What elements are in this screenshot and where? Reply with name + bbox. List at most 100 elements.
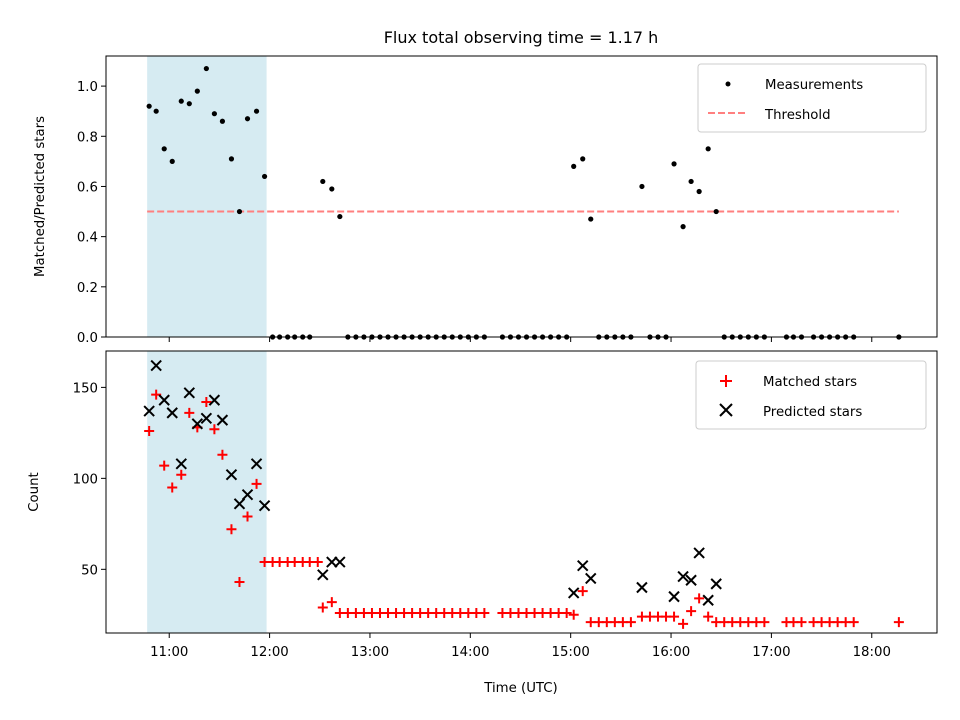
y-tick-label: 0.8 bbox=[77, 130, 98, 145]
matched-star-marker bbox=[226, 524, 237, 535]
measurement-point bbox=[705, 146, 711, 152]
predicted-star-marker bbox=[685, 574, 697, 586]
measurement-point bbox=[571, 163, 577, 169]
matched-star-marker bbox=[176, 469, 187, 480]
measurement-point bbox=[639, 183, 645, 190]
bottom-x-axis-ticks: 11:00 12:00 13:00 14:00 15:00 16:00 17:00 18:00 bbox=[150, 633, 891, 660]
measurement-point bbox=[320, 178, 326, 185]
x-tick-label: 14:00 bbox=[451, 645, 489, 660]
matched-star-marker bbox=[669, 611, 680, 622]
x-tick-label: 12:00 bbox=[250, 645, 288, 660]
measurement-point bbox=[178, 98, 184, 104]
matched-star-marker bbox=[694, 593, 705, 604]
measurement-point bbox=[219, 118, 226, 124]
matched-star-marker bbox=[568, 609, 579, 620]
matched-star-marker bbox=[759, 617, 770, 628]
top-legend-box bbox=[697, 63, 927, 133]
matched-star-marker bbox=[312, 557, 323, 568]
predicted-star-marker bbox=[710, 578, 722, 590]
measurement-point bbox=[153, 108, 159, 114]
x-tick-label: 16:00 bbox=[652, 645, 690, 660]
predicted-star-marker bbox=[585, 572, 597, 585]
matched-star-marker bbox=[479, 607, 490, 618]
measurement-point bbox=[244, 116, 251, 122]
matched-star-marker bbox=[625, 617, 636, 628]
measurement-point bbox=[169, 158, 175, 164]
y-tick-label: 0.2 bbox=[77, 281, 98, 296]
bottom-y-axis-ticks: 50 100 150 bbox=[73, 381, 106, 578]
measurement-point bbox=[588, 216, 594, 222]
matched-star-points bbox=[144, 389, 904, 629]
matched-star-marker bbox=[184, 407, 195, 418]
y-tick-label: 150 bbox=[73, 381, 98, 396]
predicted-star-marker bbox=[225, 469, 238, 481]
x-tick-label: 15:00 bbox=[552, 645, 590, 660]
y-tick-label: 0.4 bbox=[77, 231, 98, 246]
predicted-star-marker bbox=[150, 359, 162, 372]
measurement-point bbox=[203, 65, 209, 72]
legend-threshold-label: Threshold bbox=[764, 108, 831, 123]
top-y-axis-ticks: 0.0 0.2 0.4 0.6 0.8 1.0 bbox=[77, 80, 106, 346]
matched-star-marker bbox=[703, 611, 714, 622]
matched-star-marker bbox=[561, 607, 572, 618]
predicted-star-marker bbox=[241, 489, 254, 501]
matched-star-marker bbox=[234, 577, 245, 588]
measurement-point bbox=[161, 146, 167, 152]
matched-star-marker bbox=[159, 460, 170, 471]
matched-star-marker bbox=[242, 511, 253, 522]
predicted-star-marker bbox=[208, 394, 221, 406]
matched-star-marker bbox=[217, 449, 228, 460]
measurement-point bbox=[713, 208, 719, 215]
measurement-point bbox=[671, 161, 677, 167]
x-tick-label: 13:00 bbox=[351, 645, 389, 660]
predicted-star-marker bbox=[143, 405, 155, 417]
measurement-point bbox=[688, 178, 694, 185]
predicted-star-marker bbox=[250, 458, 263, 470]
predicted-star-marker bbox=[668, 590, 680, 603]
y-tick-label: 1.0 bbox=[77, 80, 98, 95]
chart-title: Flux total observing time = 1.17 h bbox=[384, 28, 659, 47]
bottom-y-axis-label: Count bbox=[27, 472, 42, 512]
predicted-star-marker bbox=[200, 412, 213, 425]
measurement-point bbox=[194, 88, 200, 94]
predicted-star-marker bbox=[158, 394, 170, 406]
top-legend: Measurements Threshold bbox=[697, 63, 927, 133]
bottom-legend: Matched stars Predicted stars bbox=[695, 360, 927, 430]
top-panel-frame bbox=[105, 55, 938, 338]
predicted-star-marker bbox=[183, 387, 196, 399]
predicted-star-marker bbox=[175, 458, 187, 470]
legend-measurements-label: Measurements bbox=[765, 78, 863, 93]
predicted-star-marker bbox=[191, 418, 204, 430]
bottom-panel-frame bbox=[105, 350, 938, 634]
top-y-axis-label: Matched/Predicted stars bbox=[33, 116, 48, 277]
x-tick-label: 11:00 bbox=[150, 645, 188, 660]
matched-star-marker bbox=[317, 602, 328, 613]
matched-star-marker bbox=[577, 586, 588, 597]
predicted-star-marker bbox=[636, 581, 648, 594]
measurement-point bbox=[261, 173, 268, 180]
top-panel: 0.0 0.2 0.4 0.6 0.8 1.0 Matched/Predicted sta… bbox=[33, 55, 938, 346]
x-axis-label: Time (UTC) bbox=[483, 681, 558, 696]
predicted-star-marker bbox=[216, 414, 229, 426]
legend-measurements-marker bbox=[725, 81, 731, 87]
measurement-point bbox=[186, 101, 192, 107]
observing-window-shade-top bbox=[147, 56, 267, 337]
matched-star-marker bbox=[848, 617, 859, 628]
predicted-star-points bbox=[143, 359, 722, 606]
matched-star-marker bbox=[251, 478, 262, 489]
matched-star-marker bbox=[201, 396, 212, 407]
predicted-star-marker bbox=[577, 559, 589, 572]
y-tick-label: 0.0 bbox=[77, 331, 98, 346]
measurement-point bbox=[146, 103, 152, 109]
matched-star-marker bbox=[151, 389, 162, 400]
legend-predicted-label: Predicted stars bbox=[763, 405, 862, 420]
measurement-point bbox=[696, 188, 702, 195]
predicted-star-marker bbox=[702, 594, 714, 606]
y-tick-label: 0.6 bbox=[77, 180, 98, 195]
predicted-star-marker bbox=[317, 569, 329, 581]
y-tick-label: 100 bbox=[73, 472, 98, 487]
predicted-star-marker bbox=[334, 556, 346, 568]
x-tick-label: 17:00 bbox=[752, 645, 790, 660]
legend-matched-label: Matched stars bbox=[763, 375, 857, 390]
